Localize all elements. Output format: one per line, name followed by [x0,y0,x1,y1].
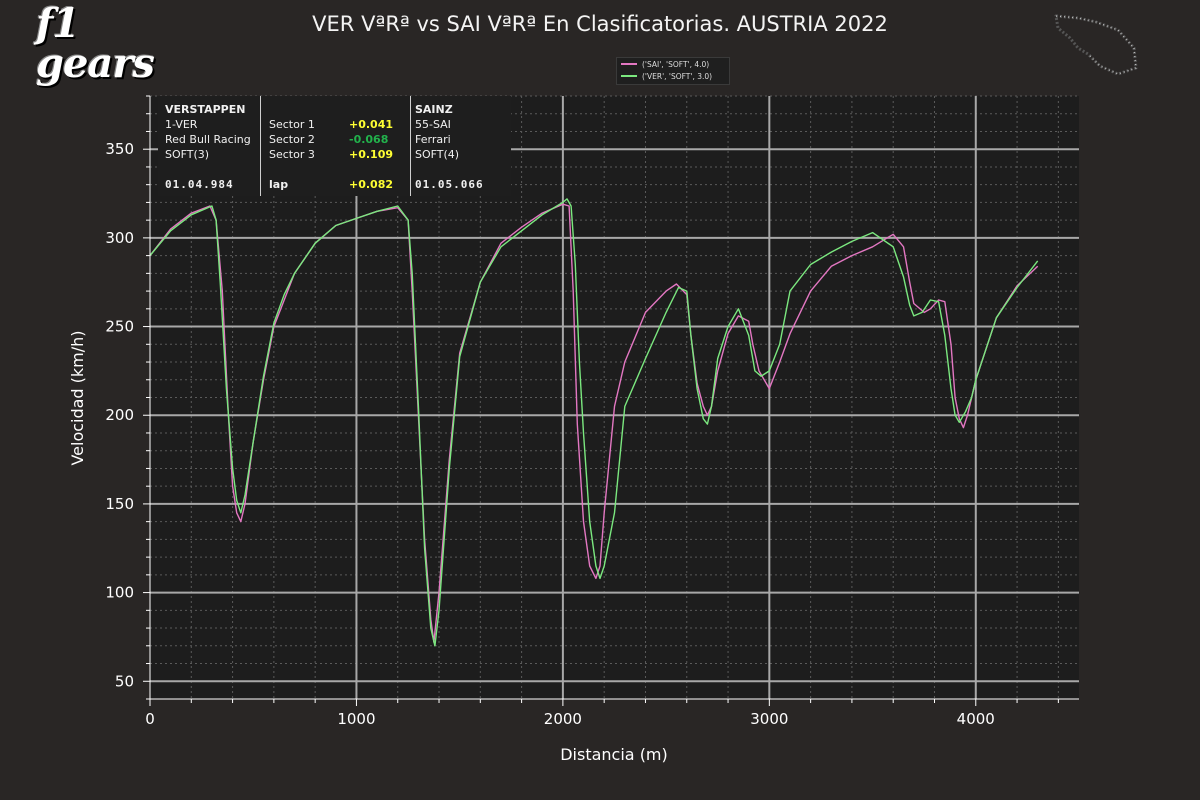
info-divider-left [260,96,261,196]
legend-label-ver: ('VER', 'SOFT', 3.0) [642,71,713,81]
driver1-code: 1-VER [165,118,198,131]
plot-area [150,96,1079,699]
series-line-sai [149,203,1039,643]
legend-swatch-ver [621,75,637,77]
info-divider-right [410,96,411,196]
f1gears-logo: f1 gears [36,4,196,84]
driver2-team: Ferrari [415,133,451,146]
y-tick-label: 250 [105,318,134,336]
x-tick-label: 3000 [750,710,788,728]
minor-grid [150,95,1079,700]
chart-legend: ('SAI', 'SOFT', 4.0) ('VER', 'SOFT', 3.0… [616,57,730,85]
sector3-delta: +0.109 [349,148,394,161]
chart-title: VER VªRª vs SAI VªRª En Clasificatorias.… [312,12,888,36]
legend-entry-ver: ('VER', 'SOFT', 3.0) [617,70,729,82]
y-tick-label: 150 [105,495,134,513]
driver2-tyre: SOFT(4) [415,148,460,161]
logo-text: f1 gears [36,0,155,87]
driver1-tyre: SOFT(3) [165,148,210,161]
y-tick-label: 200 [105,406,134,424]
driver2-lap-time: 01.05.066 [415,178,484,191]
sector2-label: Sector 2 [269,133,315,146]
driver2-name: SAINZ [415,103,453,116]
y-tick-label: 50 [115,672,134,690]
lap-delta: +0.082 [349,178,394,191]
sector1-label: Sector 1 [269,118,315,131]
y-tick-label: 300 [105,229,134,247]
lap-label: lap [269,178,289,191]
major-grid [150,96,1079,699]
series-line-ver [149,198,1039,647]
x-tick-label: 4000 [957,710,995,728]
x-tick-label: 1000 [337,710,375,728]
y-axis-label: Velocidad (km/h) [68,330,87,465]
y-tick-label: 350 [105,140,134,158]
axis-ticks: 0 1000 2000 3000 4000 50 100 150 200 250 300 350 [105,95,1059,728]
x-axis-label: Distancia (m) [560,745,668,764]
sector1-delta: +0.041 [349,118,394,131]
x-tick-label: 0 [145,710,155,728]
sector2-delta: -0.068 [349,133,389,146]
legend-entry-sai: ('SAI', 'SOFT', 4.0) [617,58,729,70]
lap-info-box: VERSTAPPEN 1-VER Red Bull Racing SOFT(3)… [158,96,511,196]
driver1-lap-time: 01.04.984 [165,178,234,191]
driver2-code: 55-SAI [415,118,451,131]
legend-label-sai: ('SAI', 'SOFT', 4.0) [642,59,710,69]
legend-swatch-sai [621,63,637,65]
driver1-team: Red Bull Racing [165,133,251,146]
track-map-icon [1054,14,1138,76]
x-tick-label: 2000 [544,710,582,728]
sector3-label: Sector 3 [269,148,315,161]
series-lines [149,198,1039,647]
driver1-name: VERSTAPPEN [165,103,246,116]
y-tick-label: 100 [105,584,134,602]
